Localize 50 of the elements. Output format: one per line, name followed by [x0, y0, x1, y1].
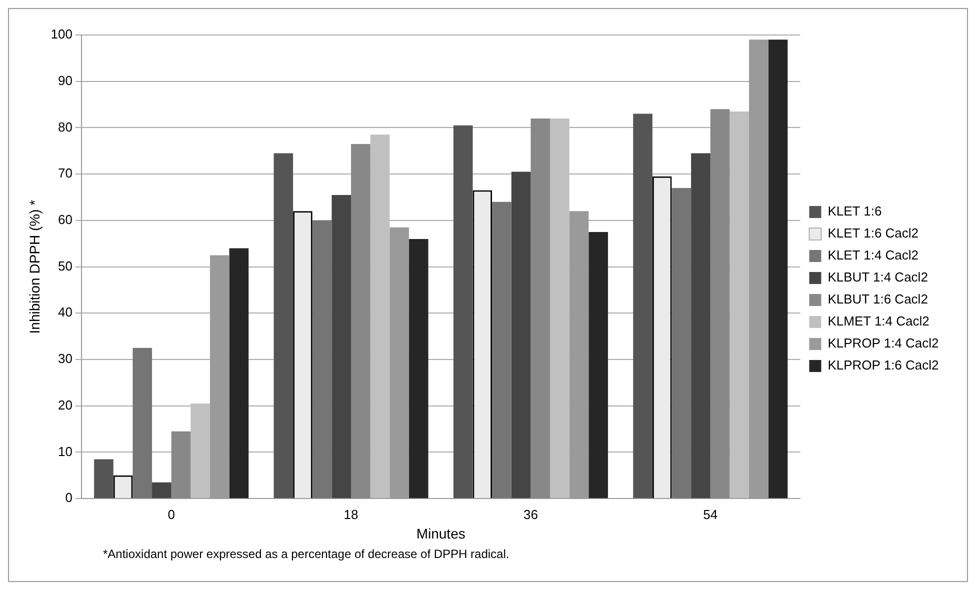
bar: [312, 220, 332, 498]
x-axis-title: Minutes: [416, 525, 466, 542]
bar: [152, 482, 172, 498]
legend-label: KLBUT 1:6 Cacl2: [828, 292, 928, 307]
bar: [190, 404, 210, 498]
y-tick-label: 50: [58, 258, 72, 274]
bar: [453, 125, 473, 498]
bar: [730, 111, 750, 498]
x-tick-label: 54: [703, 506, 718, 522]
y-tick-label: 10: [58, 444, 72, 459]
bar: [132, 348, 152, 498]
y-tick-label: 40: [58, 304, 72, 320]
y-axis-title: Inhibition DPPH (%) *: [26, 199, 42, 334]
y-tick-label: 60: [58, 212, 72, 228]
bar: [492, 202, 512, 498]
y-tick-label: 70: [58, 166, 72, 181]
bar: [229, 248, 249, 498]
x-tick-label: 36: [523, 506, 538, 522]
legend-label: KLET 1:4 Cacl2: [828, 248, 919, 263]
bar: [351, 144, 370, 498]
legend-label: KLPROP 1:4 Cacl2: [828, 336, 939, 351]
bar: [768, 40, 788, 498]
legend-label: KLBUT 1:4 Cacl2: [828, 270, 928, 285]
legend-label: KLET 1:6 Cacl2: [828, 226, 919, 241]
legend-label: KLPROP 1:6 Cacl2: [828, 358, 939, 373]
y-tick-label: 80: [58, 119, 72, 134]
legend-label: KLMET 1:4 Cacl2: [828, 314, 930, 329]
bar: [370, 134, 390, 498]
bar: [710, 109, 730, 498]
bar: [94, 459, 114, 498]
bar: [691, 153, 710, 498]
bar: [332, 194, 352, 498]
bar: [550, 118, 570, 498]
y-tick-label: 90: [58, 72, 72, 88]
bar: [171, 431, 191, 498]
y-tick-label: 20: [58, 397, 72, 412]
x-tick-label: 18: [344, 506, 358, 522]
bar: [530, 118, 550, 498]
bar: [274, 153, 294, 498]
y-tick-label: 0: [65, 490, 72, 506]
y-tick-label: 100: [50, 26, 72, 42]
bar: [588, 232, 608, 498]
bar: [408, 238, 428, 498]
y-tick-label: 30: [58, 351, 72, 366]
bar: [672, 188, 692, 498]
x-tick-label: 0: [168, 506, 175, 522]
bar: [511, 172, 531, 498]
bar: [633, 114, 652, 498]
text: *Antioxidant power expressed as a percentage of decrease of DPPH radical.: [103, 547, 510, 561]
legend-label: KLET 1:6: [828, 204, 882, 219]
